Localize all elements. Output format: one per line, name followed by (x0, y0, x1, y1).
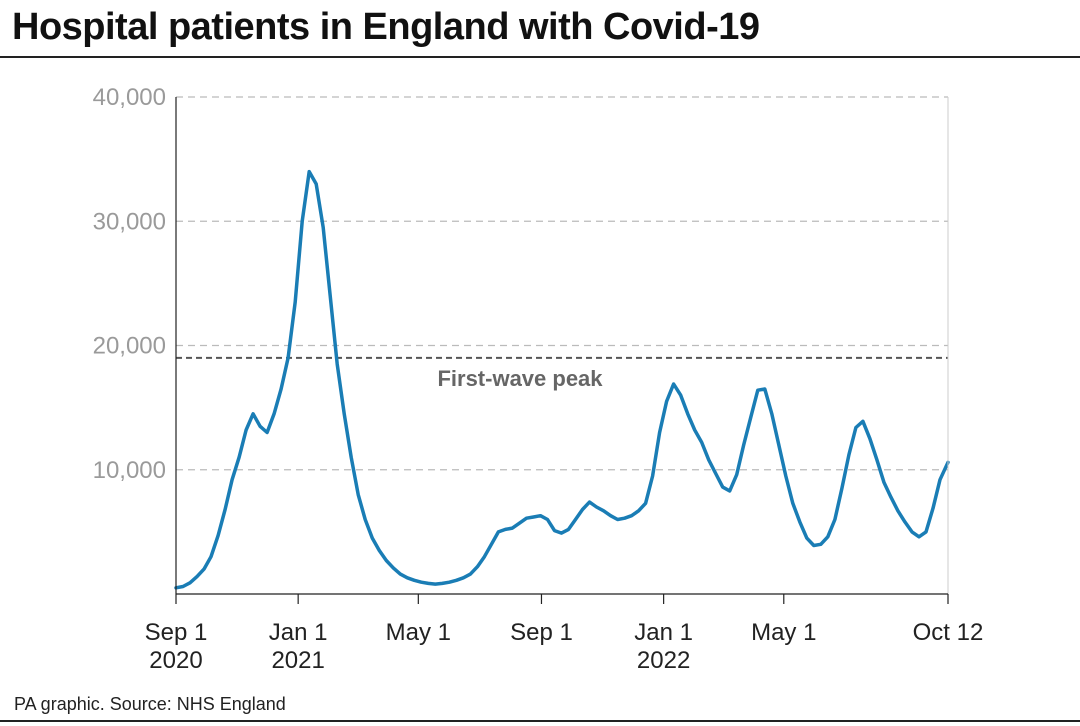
x-tick-label-6-0: Oct 12 (913, 619, 984, 646)
x-tick-label-5-0: May 1 (751, 619, 816, 646)
x-tick-label-4-1: 2022 (637, 647, 690, 674)
y-tick-label-30000: 30,000 (93, 208, 166, 235)
x-tick-label-0-0: Sep 1 (145, 619, 208, 646)
bottom-rule (0, 720, 1080, 722)
series-line-0 (174, 169, 950, 590)
x-tick-label-4-0: Jan 1 (634, 619, 693, 646)
x-tick-label-2-0: May 1 (386, 619, 451, 646)
grid (176, 96, 948, 471)
series-group (174, 169, 950, 590)
source-note: PA graphic. Source: NHS England (14, 694, 286, 714)
title-rule (0, 56, 1080, 58)
x-tick-label-3-0: Sep 1 (510, 619, 573, 646)
x-tick-label-0-1: 2020 (149, 647, 202, 674)
x-tick-label-1-1: 2021 (271, 647, 324, 674)
page-title: Hospital patients in England with Covid-… (12, 6, 760, 48)
y-tick-label-40000: 40,000 (93, 84, 166, 111)
y-tick-label-10000: 10,000 (93, 457, 166, 484)
reference-line-group: First-wave peak (176, 356, 948, 391)
x-tick-label-1-0: Jan 1 (269, 619, 328, 646)
y-tick-label-20000: 20,000 (93, 333, 166, 360)
first-wave-peak-label: First-wave peak (437, 366, 603, 391)
